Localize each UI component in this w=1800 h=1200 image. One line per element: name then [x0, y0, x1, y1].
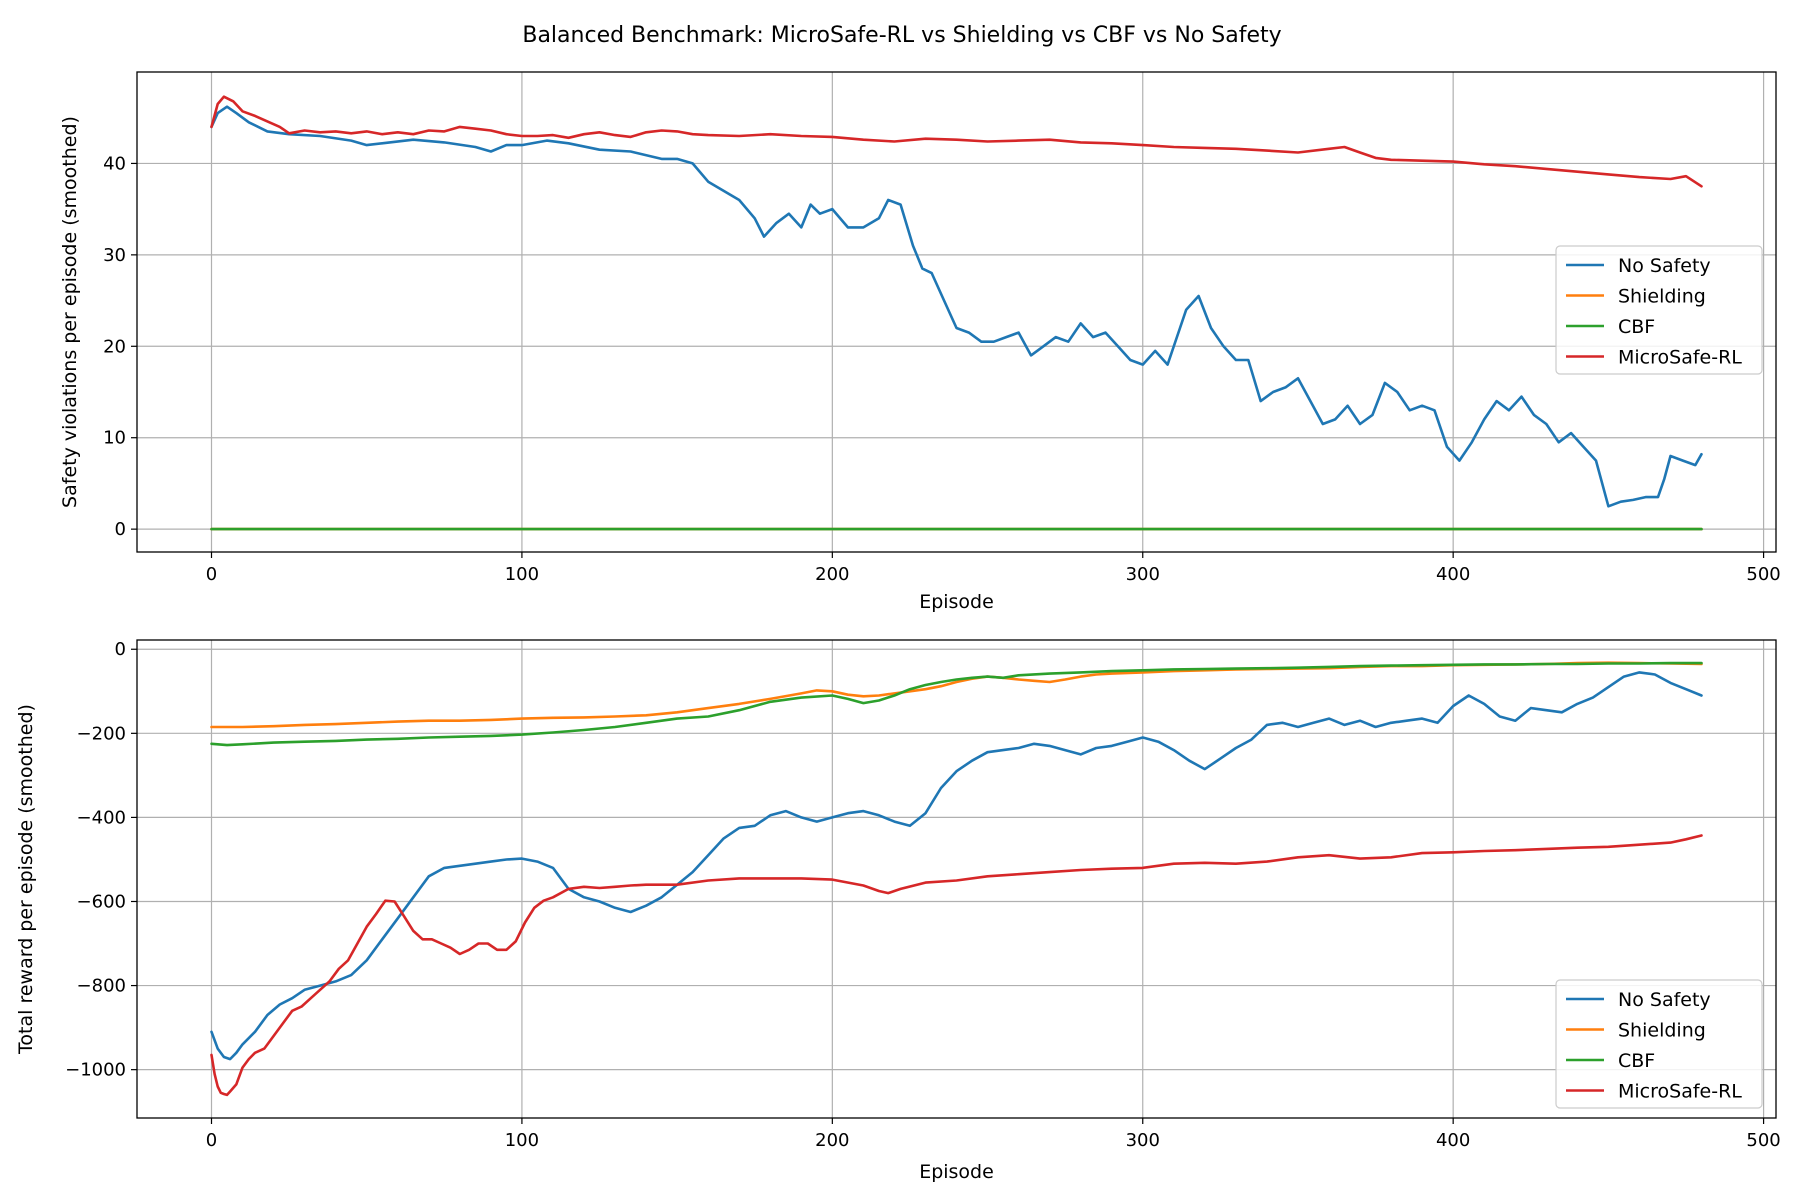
violations-ylabel: Safety violations per episode (smoothed) [59, 116, 81, 508]
violations-ytick-label-0: 0 [115, 519, 126, 540]
reward-ytick-label-400: −400 [77, 807, 126, 828]
violations-series-microsafe-rl [210, 95, 1703, 188]
reward-series-cbf [210, 661, 1703, 747]
violations-xtick-label-300: 300 [1126, 564, 1160, 585]
violations-xtick-label-500: 500 [1746, 564, 1780, 585]
violations-series-no-safety [210, 105, 1703, 508]
reward-series-no-safety [210, 671, 1703, 1061]
reward-legend-label-shielding: Shielding [1618, 1020, 1706, 1042]
reward-axes-frame [136, 639, 1777, 1119]
reward-ytick-label-800: −800 [77, 976, 126, 997]
violations-xtick-label-200: 200 [815, 564, 849, 585]
violations-legend-label-microsafe-rl: MicroSafe-RL [1618, 347, 1742, 369]
violations-axes-frame [136, 71, 1777, 553]
reward-ytick-label-600: −600 [77, 891, 126, 912]
violations-legend: No Safety Shielding CBF MicroSafe-RL [1555, 245, 1763, 375]
reward-series-microsafe-rl [210, 834, 1703, 1097]
reward-xtick-label-200: 200 [815, 1130, 849, 1151]
reward-xtick-label-300: 300 [1126, 1130, 1160, 1151]
reward-legend-box [1555, 979, 1763, 1109]
reward-xtick-label-0: 0 [206, 1130, 217, 1151]
violations-ytick-label-20: 20 [103, 336, 126, 357]
violations-xtick-label-400: 400 [1436, 564, 1470, 585]
reward-xlabel: Episode [919, 1161, 994, 1183]
reward-legend: No Safety Shielding CBF MicroSafe-RL [1555, 979, 1763, 1109]
violations-xtick-label-100: 100 [505, 564, 539, 585]
violations-legend-label-shielding: Shielding [1618, 286, 1706, 308]
reward-ytick-label-1000: −1000 [65, 1060, 126, 1081]
violations-legend-label-cbf: CBF [1618, 316, 1655, 338]
reward-series-shielding [210, 661, 1703, 729]
reward-xtick-label-500: 500 [1746, 1130, 1780, 1151]
violations-ytick-label-30: 30 [103, 245, 126, 266]
reward-xtick-label-100: 100 [505, 1130, 539, 1151]
violations-plot: 0 100 200 300 400 500 0 10 20 30 40 Episode Safety v… [59, 71, 1781, 613]
reward-legend-label-no-safety: No Safety [1618, 989, 1711, 1011]
reward-ylabel: Total reward per episode (smoothed) [15, 704, 37, 1055]
violations-ytick-label-40: 40 [103, 153, 126, 174]
violations-xlabel: Episode [919, 591, 994, 613]
reward-xtick-label-400: 400 [1436, 1130, 1470, 1151]
reward-ytick-label-0: 0 [115, 639, 126, 660]
violations-legend-box [1555, 245, 1763, 375]
violations-legend-label-no-safety: No Safety [1618, 255, 1711, 277]
reward-ytick-label-200: −200 [77, 723, 126, 744]
reward-legend-label-cbf: CBF [1618, 1050, 1655, 1072]
reward-plot: 0 100 200 300 400 500 0 −200 −400 −600 −800 −1000 Ep… [15, 639, 1781, 1183]
figure-title: Balanced Benchmark: MicroSafe-RL vs Shie… [522, 23, 1281, 48]
reward-legend-label-microsafe-rl: MicroSafe-RL [1618, 1081, 1742, 1103]
violations-ytick-label-10: 10 [103, 428, 126, 449]
violations-xtick-label-0: 0 [206, 564, 217, 585]
